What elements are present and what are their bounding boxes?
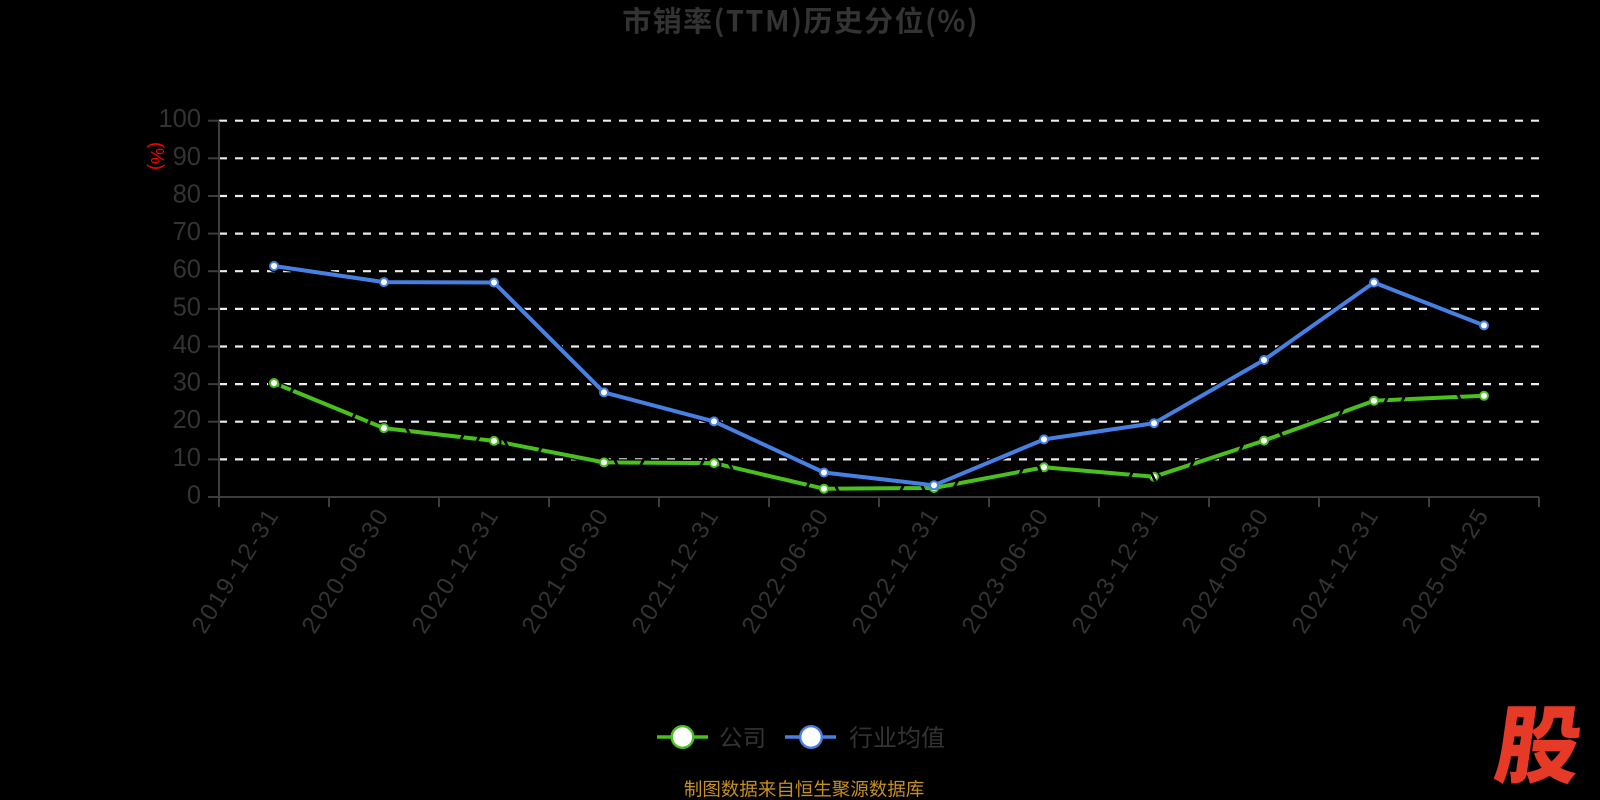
svg-text:2025-04-25: 2025-04-25 <box>1397 503 1496 638</box>
svg-text:2020-06-30: 2020-06-30 <box>297 503 396 638</box>
svg-text:(%): (%) <box>147 142 167 170</box>
svg-text:2023-12-31: 2023-12-31 <box>1067 503 1166 638</box>
svg-text:60: 60 <box>173 256 201 284</box>
svg-text:90: 90 <box>173 143 201 171</box>
svg-text:2022-06-30: 2022-06-30 <box>737 503 836 638</box>
svg-text:2023-06-30: 2023-06-30 <box>957 503 1056 638</box>
svg-text:80: 80 <box>173 181 201 209</box>
svg-text:2020-12-31: 2020-12-31 <box>407 503 506 638</box>
svg-text:2022-12-31: 2022-12-31 <box>847 503 946 638</box>
svg-text:0: 0 <box>187 482 201 510</box>
svg-text:20: 20 <box>173 406 201 434</box>
svg-text:30: 30 <box>173 369 201 397</box>
svg-text:10: 10 <box>173 444 201 472</box>
svg-text:100: 100 <box>158 105 201 133</box>
svg-text:40: 40 <box>173 331 201 359</box>
svg-text:2024-06-30: 2024-06-30 <box>1177 503 1276 638</box>
svg-text:2024-12-31: 2024-12-31 <box>1287 503 1386 638</box>
svg-text:2021-12-31: 2021-12-31 <box>627 503 726 638</box>
svg-text:50: 50 <box>173 293 201 321</box>
svg-text:2019-12-31: 2019-12-31 <box>187 503 286 638</box>
svg-text:2021-06-30: 2021-06-30 <box>517 503 616 638</box>
svg-text:70: 70 <box>173 218 201 246</box>
